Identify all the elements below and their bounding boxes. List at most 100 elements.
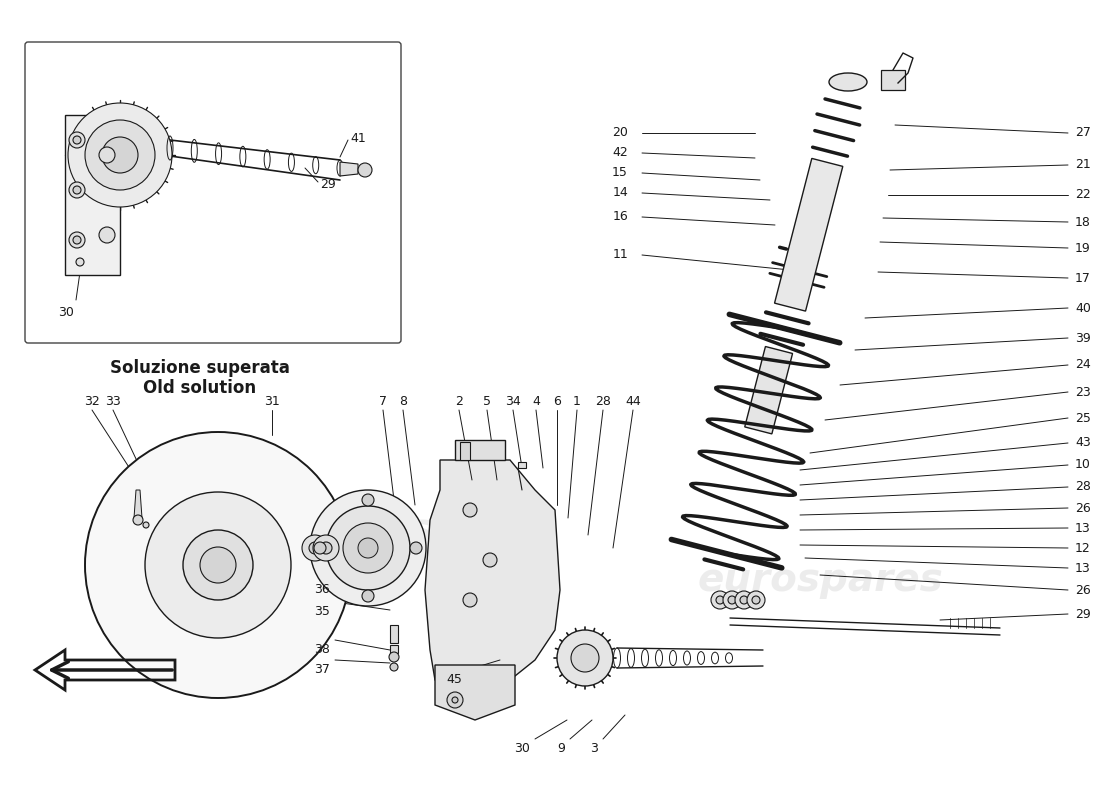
Bar xyxy=(390,625,398,643)
Circle shape xyxy=(716,596,724,604)
Text: 10: 10 xyxy=(1075,458,1091,471)
Circle shape xyxy=(143,522,148,528)
Text: 29: 29 xyxy=(1075,607,1091,621)
Text: 28: 28 xyxy=(1075,481,1091,494)
FancyBboxPatch shape xyxy=(25,42,402,343)
Circle shape xyxy=(68,103,172,207)
Text: 5: 5 xyxy=(483,395,491,408)
Circle shape xyxy=(183,530,253,600)
Text: 32: 32 xyxy=(84,395,100,408)
Circle shape xyxy=(358,163,372,177)
Text: 19: 19 xyxy=(1075,242,1091,254)
Circle shape xyxy=(571,644,600,672)
Text: 28: 28 xyxy=(595,395,610,408)
Text: 42: 42 xyxy=(613,146,628,159)
Text: 1: 1 xyxy=(573,395,581,408)
Polygon shape xyxy=(65,115,120,275)
Circle shape xyxy=(314,542,326,554)
Text: 2: 2 xyxy=(455,395,463,408)
Circle shape xyxy=(723,591,741,609)
Circle shape xyxy=(326,506,410,590)
Text: 35: 35 xyxy=(315,605,330,618)
Text: 16: 16 xyxy=(613,210,628,223)
Text: 13: 13 xyxy=(1075,562,1091,574)
Text: 4: 4 xyxy=(532,395,540,408)
Circle shape xyxy=(728,596,736,604)
Circle shape xyxy=(362,494,374,506)
Polygon shape xyxy=(434,665,515,720)
Circle shape xyxy=(711,591,729,609)
Circle shape xyxy=(102,137,138,173)
Text: 14: 14 xyxy=(613,186,628,199)
Text: 18: 18 xyxy=(1075,215,1091,229)
Circle shape xyxy=(410,542,422,554)
Circle shape xyxy=(463,593,477,607)
Text: 43: 43 xyxy=(1075,437,1091,450)
Circle shape xyxy=(752,596,760,604)
Text: 12: 12 xyxy=(1075,542,1091,554)
Text: 30: 30 xyxy=(514,742,530,755)
Text: 31: 31 xyxy=(264,395,279,408)
Text: 23: 23 xyxy=(1075,386,1091,398)
Bar xyxy=(390,645,398,653)
Polygon shape xyxy=(340,162,358,176)
Circle shape xyxy=(133,515,143,525)
Circle shape xyxy=(99,227,116,243)
Circle shape xyxy=(85,432,351,698)
Circle shape xyxy=(310,490,426,606)
Polygon shape xyxy=(881,70,905,90)
Circle shape xyxy=(73,236,81,244)
Circle shape xyxy=(302,535,328,561)
Text: 8: 8 xyxy=(399,395,407,408)
Text: 6: 6 xyxy=(553,395,561,408)
Circle shape xyxy=(747,591,764,609)
Bar xyxy=(460,442,470,460)
Circle shape xyxy=(735,591,754,609)
Text: Soluzione superata: Soluzione superata xyxy=(110,359,290,377)
Text: 30: 30 xyxy=(58,306,74,318)
Ellipse shape xyxy=(829,73,867,91)
Polygon shape xyxy=(774,158,843,311)
Bar xyxy=(518,462,526,468)
Text: 44: 44 xyxy=(625,395,641,408)
Text: 26: 26 xyxy=(1075,583,1091,597)
Text: 13: 13 xyxy=(1075,522,1091,534)
Text: 40: 40 xyxy=(1075,302,1091,314)
Circle shape xyxy=(483,553,497,567)
Text: 25: 25 xyxy=(1075,411,1091,425)
Circle shape xyxy=(73,186,81,194)
Circle shape xyxy=(740,596,748,604)
Circle shape xyxy=(73,136,81,144)
Text: 26: 26 xyxy=(1075,502,1091,514)
Text: 21: 21 xyxy=(1075,158,1091,171)
Text: 38: 38 xyxy=(315,643,330,656)
Text: eurospares: eurospares xyxy=(697,561,943,599)
Circle shape xyxy=(314,535,339,561)
Text: 27: 27 xyxy=(1075,126,1091,139)
Text: eurospares: eurospares xyxy=(187,511,433,549)
Circle shape xyxy=(69,132,85,148)
Text: 24: 24 xyxy=(1075,358,1091,371)
Circle shape xyxy=(309,542,321,554)
Circle shape xyxy=(447,692,463,708)
Text: 3: 3 xyxy=(590,742,598,755)
Circle shape xyxy=(389,652,399,662)
Text: 39: 39 xyxy=(1075,331,1091,345)
Text: 36: 36 xyxy=(315,583,330,596)
Text: 9: 9 xyxy=(557,742,565,755)
Text: 20: 20 xyxy=(612,126,628,139)
Text: 17: 17 xyxy=(1075,271,1091,285)
Text: 22: 22 xyxy=(1075,189,1091,202)
Circle shape xyxy=(390,663,398,671)
Text: 7: 7 xyxy=(379,395,387,408)
Polygon shape xyxy=(745,346,793,434)
Circle shape xyxy=(69,232,85,248)
Text: Old solution: Old solution xyxy=(143,379,256,397)
Polygon shape xyxy=(134,490,142,518)
Text: 33: 33 xyxy=(106,395,121,408)
Circle shape xyxy=(145,492,292,638)
Text: 15: 15 xyxy=(612,166,628,179)
Circle shape xyxy=(69,182,85,198)
Text: 29: 29 xyxy=(320,178,336,190)
Circle shape xyxy=(463,503,477,517)
